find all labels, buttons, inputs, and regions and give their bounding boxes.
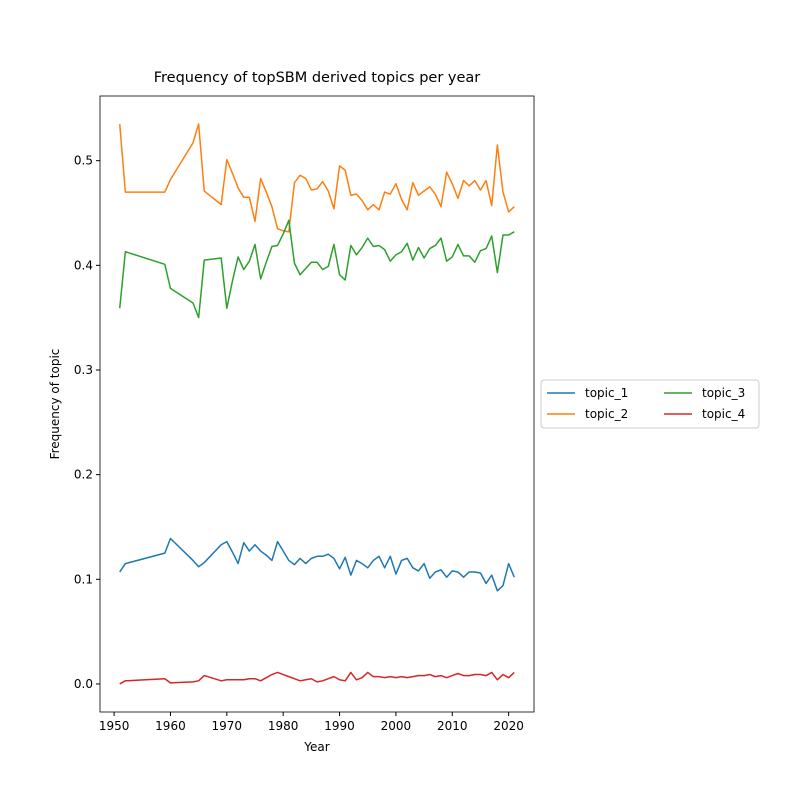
y-tick-label: 0.5 [74, 154, 93, 168]
legend-label: topic_4 [702, 407, 745, 421]
x-axis-label: Year [303, 740, 329, 754]
legend-label: topic_1 [585, 386, 628, 400]
legend-label: topic_3 [702, 386, 745, 400]
series-line [118, 219, 515, 319]
y-tick-label: 0.4 [74, 258, 93, 272]
x-tick-label: 2010 [437, 719, 468, 733]
x-tick-label: 1960 [155, 719, 186, 733]
plot-frame [99, 95, 535, 713]
x-tick-label: 1970 [212, 719, 243, 733]
series-line [119, 671, 515, 685]
y-axis-label: Frequency of topic [48, 349, 62, 460]
chart-title: Frequency of topSBM derived topics per y… [154, 70, 481, 86]
x-tick-label: 1980 [268, 719, 299, 733]
y-tick-label: 0.0 [74, 677, 93, 691]
legend-box [540, 379, 760, 429]
series-line [118, 123, 515, 233]
y-tick-label: 0.3 [74, 363, 93, 377]
series-line [119, 537, 515, 592]
x-tick-label: 1950 [99, 719, 130, 733]
y-tick-label: 0.1 [74, 572, 93, 586]
x-tick-label: 1990 [324, 719, 355, 733]
x-tick-label: 2020 [493, 719, 524, 733]
x-tick-label: 2000 [381, 719, 412, 733]
y-tick-label: 0.2 [74, 468, 93, 482]
legend-label: topic_2 [585, 407, 628, 421]
